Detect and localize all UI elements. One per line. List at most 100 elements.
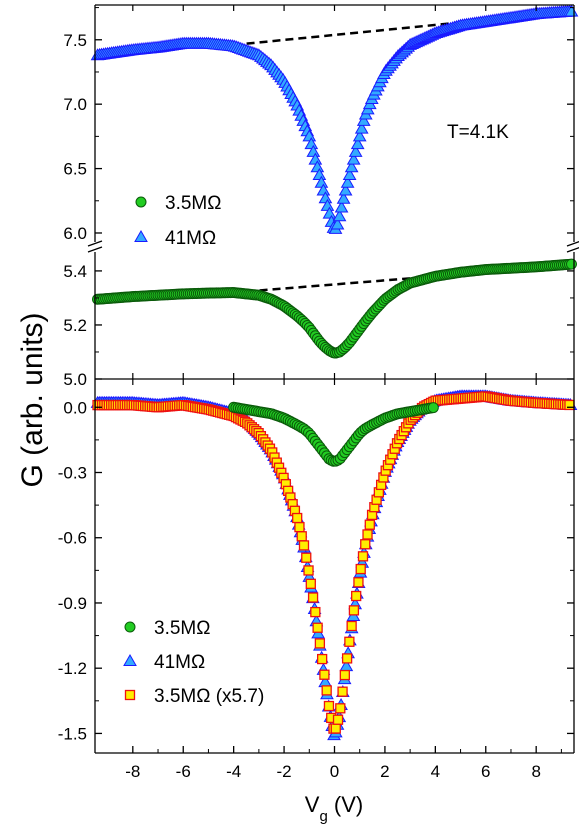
axis-break-mark	[87, 246, 103, 253]
top-legend-label: 3.5MΩ	[165, 193, 221, 214]
data-point	[332, 714, 344, 725]
x-axis-label-main: V	[305, 792, 320, 817]
data-point	[339, 669, 350, 681]
axes-layer	[87, 4, 579, 754]
data-point	[356, 113, 371, 126]
data-point	[307, 592, 319, 603]
axis-break-mark	[87, 240, 103, 247]
data-point	[362, 529, 373, 540]
data-point	[340, 175, 355, 188]
data-point	[301, 552, 312, 563]
temperature-annotation: T=4.1K	[447, 122, 509, 143]
data-point	[319, 669, 330, 680]
data-point	[322, 206, 337, 219]
data-point	[316, 653, 328, 665]
bottom-ytick-label: -1.5	[58, 724, 87, 743]
top-legend-marker	[135, 196, 147, 208]
baseline-dashed	[233, 10, 572, 47]
top-legend-label: 41MΩ	[165, 228, 216, 249]
data-point	[338, 183, 353, 196]
top-upper-ytick-label: 7.0	[63, 95, 87, 114]
data-point	[330, 723, 341, 734]
data-point	[312, 622, 323, 633]
data-point	[323, 700, 335, 712]
top-lower-ytick-label: 5.0	[63, 370, 87, 389]
data-point	[332, 209, 347, 222]
data-point	[336, 191, 351, 204]
data-point	[314, 638, 326, 649]
data-point	[298, 540, 310, 551]
xtick-label: -8	[125, 762, 140, 781]
axis-break-gap	[89, 243, 101, 251]
top-upper-ytick-label: 6.0	[63, 224, 87, 243]
data-point	[346, 152, 361, 165]
bottom-ytick-label: -0.9	[58, 594, 87, 613]
top-upper-ytick-label: 7.5	[63, 31, 87, 50]
data-layer	[90, 4, 579, 741]
bottom-legend-label: 3.5MΩ (x5.7)	[154, 686, 264, 707]
data-point	[357, 551, 369, 562]
xtick-label: -2	[277, 762, 292, 781]
data-point	[310, 606, 321, 618]
series-top-3p5M	[92, 258, 577, 359]
x-axis-label: Vg (V)	[305, 792, 363, 825]
data-point	[348, 605, 360, 616]
series-bottom-3p5M	[228, 401, 439, 467]
data-point	[330, 217, 345, 230]
bottom-ytick-label: -0.6	[58, 529, 87, 548]
data-point	[296, 531, 307, 542]
xtick-label: -6	[176, 762, 191, 781]
data-point	[334, 200, 349, 213]
data-point	[305, 578, 316, 589]
data-point	[354, 121, 369, 134]
xtick-label: -4	[226, 762, 241, 781]
bottom-ytick-label: -1.2	[58, 659, 87, 678]
series-bottom-3p5M-scaled	[92, 391, 575, 734]
data-point	[427, 402, 439, 414]
baseline-dashed	[233, 275, 436, 294]
data-point	[342, 168, 357, 181]
axis-break-gap	[568, 243, 579, 251]
xtick-label: 0	[330, 762, 339, 781]
data-point	[351, 590, 362, 602]
top-legend-marker	[134, 229, 148, 242]
data-point	[350, 137, 365, 150]
bottom-legend-label: 41MΩ	[154, 652, 205, 673]
bottom-ytick-label: -0.3	[58, 464, 87, 483]
bottom-legend-label: 3.5MΩ	[154, 618, 210, 639]
series-top-41M	[90, 4, 579, 234]
top-upper-ytick-label: 6.5	[63, 160, 87, 179]
x-axis-label-sub: g	[319, 808, 327, 825]
data-point	[346, 620, 357, 632]
xtick-label: 8	[531, 762, 540, 781]
data-point	[353, 577, 364, 588]
data-point	[564, 399, 575, 411]
data-point	[348, 144, 363, 157]
bottom-ytick-label: 0.0	[63, 398, 87, 417]
top-lower-ytick-label: 5.4	[63, 262, 87, 281]
data-point	[344, 160, 359, 173]
xtick-label: 2	[380, 762, 389, 781]
data-point	[335, 703, 346, 714]
data-point	[364, 519, 375, 530]
data-point	[337, 686, 348, 697]
xtick-label: 4	[431, 762, 440, 781]
bottom-legend-marker	[124, 621, 136, 633]
data-point	[292, 512, 303, 524]
data-point	[352, 129, 367, 142]
data-point	[294, 522, 305, 533]
bottom-legend-marker	[123, 653, 137, 666]
bottom-legend-marker	[124, 689, 136, 701]
data-point	[321, 685, 332, 696]
data-point	[360, 539, 371, 550]
x-axis-label-unit: (V)	[328, 792, 363, 817]
data-point	[344, 636, 355, 647]
data-point	[303, 565, 314, 576]
top-lower-ytick-label: 5.2	[63, 316, 87, 335]
data-point	[341, 653, 353, 664]
data-point	[355, 563, 366, 575]
xtick-label: 6	[481, 762, 490, 781]
text-layer: 6.0 6.5 7.0 7.5 5.0 5.2 5.4 0.0 -0.3 -0.6 -0.9 -1.2…	[16, 31, 541, 825]
